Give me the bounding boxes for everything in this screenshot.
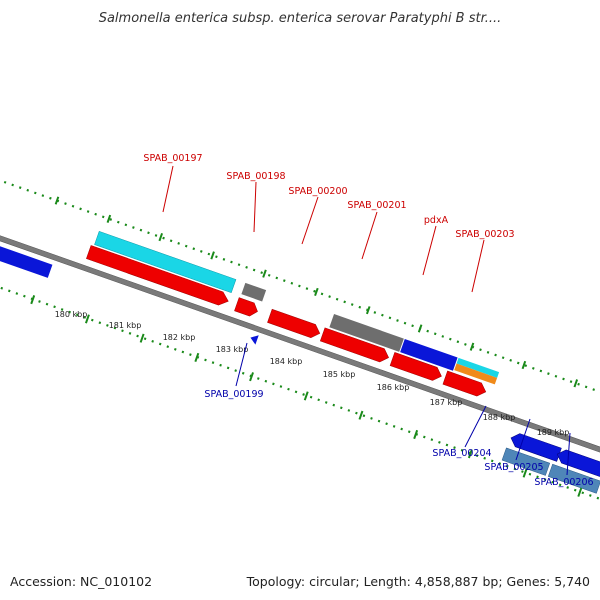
major-tick-mark <box>210 251 215 260</box>
gene-red-spab00201 <box>319 327 389 363</box>
major-tick-mark <box>314 287 319 297</box>
scale-tick-mark <box>413 429 419 440</box>
major-tick-mark <box>106 214 112 223</box>
gene-blue-reverse-left <box>0 232 53 278</box>
gene-label-pdxa[interactable]: pdxA <box>424 215 449 226</box>
leader-line <box>566 432 571 476</box>
gene-cyan-spab00197 <box>94 231 237 294</box>
leader-line <box>515 418 531 461</box>
major-tick-mark <box>262 269 267 278</box>
major-tick-mark <box>54 196 60 205</box>
leader-line <box>471 239 485 293</box>
tick-label-189: 189 kbp <box>537 428 570 437</box>
scale-tick-mark <box>84 314 90 324</box>
gene-blue-spab00199 <box>250 335 259 345</box>
leader-line <box>162 165 174 213</box>
gene-label-spab00205[interactable]: SPAB_00205 <box>484 462 543 473</box>
scale-tick-mark <box>249 372 254 382</box>
gene-red-spab00200 <box>267 308 321 338</box>
tick-label-184: 184 kbp <box>270 357 303 366</box>
tick-label-187: 187 kbp <box>430 398 463 407</box>
tick-label-182: 182 kbp <box>163 333 196 342</box>
gene-steelblue-spab00205 <box>547 463 600 494</box>
major-tick-mark <box>365 306 371 315</box>
scale-labels: 180 kbp 181 kbp 182 kbp 183 kbp 184 kbp … <box>55 310 570 437</box>
tick-label-185: 185 kbp <box>323 370 356 379</box>
major-tick-mark <box>158 233 164 242</box>
reverse-genes <box>0 232 600 494</box>
gene-blue-spab00204 <box>510 433 562 462</box>
tick-label-181: 181 kbp <box>109 321 142 330</box>
gene-cyan-spab00203 <box>456 357 500 378</box>
leader-line <box>464 405 487 448</box>
gene-gray-spab00198 <box>241 282 267 302</box>
reverse-gene-labels: SPAB_00199 SPAB_00204 SPAB_00205 SPAB_00… <box>204 342 594 488</box>
major-tick-mark <box>469 342 475 351</box>
gene-red-pdxa <box>389 352 442 381</box>
tick-label-180: 180 kbp <box>55 310 88 319</box>
leader-line <box>301 196 319 245</box>
gene-label-spab00206[interactable]: SPAB_00206 <box>534 477 593 488</box>
gene-blue-pdxa <box>400 338 458 371</box>
scale-tick-mark <box>522 468 528 478</box>
gene-red-spab00198 <box>234 297 258 317</box>
genome-summary-text: Topology: circular; Length: 4,858,887 bp… <box>246 574 590 589</box>
accession-text: Accession: NC_010102 <box>10 574 152 589</box>
gene-steelblue-spab00204 <box>501 447 551 476</box>
gene-label-spab00201[interactable]: SPAB_00201 <box>347 200 406 211</box>
scale-tick-mark <box>358 410 364 420</box>
tick-label-183: 183 kbp <box>216 345 249 354</box>
gene-label-spab00203[interactable]: SPAB_00203 <box>455 229 514 240</box>
scale-tick-mark <box>30 295 36 305</box>
genome-title: Salmonella enterica subsp. enterica sero… <box>99 11 502 26</box>
genome-backbone <box>0 222 600 471</box>
major-tick-mark <box>417 324 423 333</box>
gene-red-spab00197 <box>86 245 229 306</box>
leader-line <box>253 181 257 233</box>
gene-label-spab00200[interactable]: SPAB_00200 <box>288 186 347 197</box>
leader-line <box>235 342 248 387</box>
scale-tick-mark <box>467 449 473 459</box>
gene-label-spab00197[interactable]: SPAB_00197 <box>143 153 202 164</box>
forward-gene-labels: SPAB_00197 SPAB_00198 SPAB_00200 SPAB_00… <box>143 153 515 293</box>
scale-tick-mark <box>194 352 200 363</box>
outer-tick-ring <box>0 172 600 418</box>
outer-dotted-line <box>0 172 600 418</box>
scale-tick-mark <box>303 391 309 401</box>
gene-orange-spab00203 <box>454 363 498 385</box>
inner-dotted-line <box>0 268 600 513</box>
major-tick-mark <box>521 360 527 370</box>
gene-label-spab00199[interactable]: SPAB_00199 <box>204 389 263 400</box>
gene-label-spab00198[interactable]: SPAB_00198 <box>226 171 285 182</box>
scale-tick-mark <box>577 487 583 497</box>
gene-label-spab00204[interactable]: SPAB_00204 <box>432 448 491 459</box>
major-tick-mark <box>573 379 579 388</box>
tick-label-188: 188 kbp <box>483 413 516 422</box>
tick-label-186: 186 kbp <box>377 383 410 392</box>
scale-tick-mark <box>139 333 145 343</box>
gene-red-spab00203 <box>442 370 487 397</box>
leader-line <box>422 225 437 276</box>
feature-track <box>0 172 600 513</box>
forward-genes <box>86 231 500 397</box>
inner-tick-ring <box>0 268 600 513</box>
leader-line <box>361 211 378 260</box>
gene-blue-spab00205 <box>556 449 600 479</box>
gene-gray-spab00201 <box>329 314 404 352</box>
